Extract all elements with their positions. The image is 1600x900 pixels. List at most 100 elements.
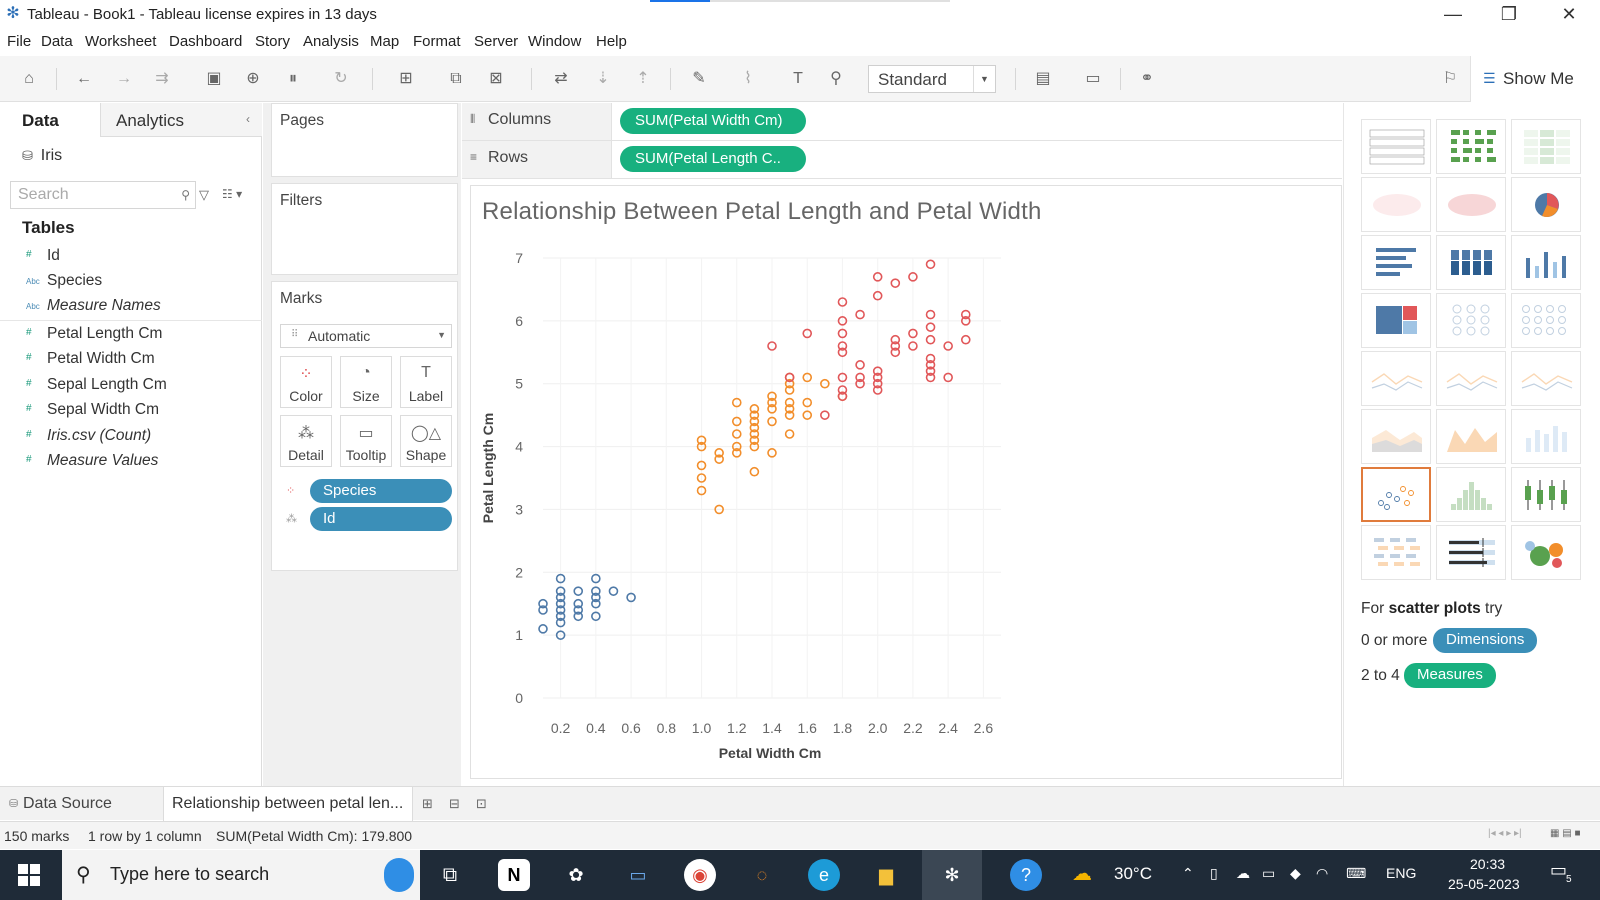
show-me-lines-continuous[interactable] [1361,351,1431,406]
data-point[interactable] [784,372,795,383]
marks-pill-id[interactable]: ⁂ Id [280,507,460,531]
data-point[interactable] [943,341,953,351]
marks-type-select[interactable]: ⠿ Automatic ▼ [280,324,452,348]
data-point[interactable] [696,460,707,471]
task-view-icon[interactable]: ⧉ [442,864,458,886]
data-point[interactable] [538,598,548,609]
data-point[interactable] [731,397,742,408]
data-point[interactable] [749,404,760,414]
data-point[interactable] [872,372,883,383]
weather-temp[interactable]: 30°C [1114,864,1152,883]
restore-button[interactable]: ❐ [1500,4,1518,24]
show-me-lines-discrete[interactable] [1436,351,1506,406]
rows-pill[interactable]: SUM(Petal Length C.. [620,146,806,172]
data-point[interactable] [767,397,777,408]
data-point[interactable] [802,410,813,420]
data-point[interactable] [960,334,971,345]
data-point[interactable] [749,422,760,433]
show-me-dual-combination[interactable] [1511,409,1581,464]
data-point[interactable] [714,504,724,515]
show-cards-icon[interactable]: ▤ [1035,70,1051,87]
filter-icon[interactable]: ▽ [199,187,209,202]
field-petal-length[interactable]: # Petal Length Cm [26,325,163,342]
show-me-highlight-table[interactable] [1511,119,1581,174]
data-point[interactable] [802,372,813,383]
data-point[interactable] [714,448,724,458]
data-point[interactable] [626,592,636,603]
format-painter-icon[interactable]: ⚐ [1442,70,1458,87]
show-me-button[interactable]: ☰ Show Me [1470,56,1600,102]
data-point[interactable] [837,328,848,339]
notion-icon[interactable]: N [498,859,530,891]
menu-window[interactable]: Window [528,33,582,50]
data-point[interactable] [837,385,848,395]
laptop-app-icon[interactable]: ▭ [629,865,647,885]
data-point[interactable] [555,617,566,628]
data-point[interactable] [591,611,601,622]
wifi-icon[interactable]: ◠ [1316,865,1329,881]
windows-start-icon[interactable] [18,864,40,886]
data-point[interactable] [784,385,795,395]
collapse-pane-icon[interactable]: ‹ [246,112,250,126]
field-sepal-length[interactable]: # Sepal Length Cm [26,376,167,393]
data-point[interactable] [872,378,883,389]
data-point[interactable] [960,309,971,320]
show-me-symbol-map[interactable] [1361,177,1431,232]
show-me-packed-bubbles[interactable] [1511,525,1581,580]
data-point[interactable] [573,598,584,609]
menu-map[interactable]: Map [370,33,400,50]
data-point[interactable] [767,448,777,458]
data-point[interactable] [555,605,566,615]
show-me-side-by-side-bars[interactable] [1511,235,1581,290]
show-me-histogram[interactable] [1436,467,1506,522]
data-point[interactable] [890,341,901,351]
show-me-heat-map[interactable] [1436,119,1506,174]
data-point[interactable] [855,372,865,383]
data-point[interactable] [925,334,936,345]
swap-icon[interactable]: ⇄ [554,70,568,87]
scatter-plot[interactable]: 0 1 2 3 4 5 6 7 0.2 0.4 0.6 0.8 1.0 1.2 1.4 1.6 1.8 2.0 2.… [471,186,1343,780]
highlight-icon[interactable]: ✎ [692,70,706,87]
chrome-icon[interactable]: ◉ [684,859,716,891]
data-point[interactable] [767,416,777,427]
show-me-treemap[interactable] [1361,293,1431,348]
keyboard-icon[interactable]: ⌨ [1346,865,1367,881]
menu-dashboard[interactable]: Dashboard [169,33,243,50]
columns-pill[interactable]: SUM(Petal Width Cm) [620,108,806,134]
detail-button[interactable]: ⁂ Detail [280,415,332,467]
show-me-area-continuous[interactable] [1361,409,1431,464]
weather-icon[interactable]: ☁ [1072,863,1092,885]
tab-analytics[interactable]: Analytics [100,103,262,137]
data-point[interactable] [925,259,936,270]
paint-icon[interactable]: ✿ [568,865,584,885]
clock-date[interactable]: 25-05-2023 [1448,876,1520,892]
data-point[interactable] [890,278,901,288]
data-point[interactable] [696,435,707,446]
menu-server[interactable]: Server [474,33,519,50]
data-point[interactable] [555,630,566,640]
menu-worksheet[interactable]: Worksheet [85,33,157,50]
data-point[interactable] [591,573,601,584]
data-point[interactable] [908,272,918,282]
data-point[interactable] [696,485,707,496]
chevron-up-icon[interactable]: ⌃ [1182,865,1194,881]
sheet-nav-icon[interactable]: |◂ ◂ ▸ ▸| [1488,828,1522,839]
data-point[interactable] [837,347,848,358]
sort-asc-icon[interactable]: ⇣ [596,70,610,87]
show-me-dual-lines[interactable] [1511,351,1581,406]
menu-analysis[interactable]: Analysis [303,33,359,50]
field-measure-values[interactable]: # Measure Values [26,452,159,469]
menu-help[interactable]: Help [596,33,627,50]
data-point[interactable] [555,586,566,596]
tab-data-source[interactable]: ⛁ Data Source [9,795,112,812]
show-me-bullet-graph[interactable] [1436,525,1506,580]
dropbox-icon[interactable]: ◆ [1290,865,1301,881]
data-point[interactable] [731,441,742,452]
search-box[interactable]: ⚲ [10,181,196,209]
labels-icon[interactable]: T [793,70,803,87]
data-point[interactable] [872,366,883,376]
share-icon[interactable]: ⚭ [1140,70,1154,87]
help-icon[interactable]: ? [1010,859,1042,891]
data-point[interactable] [555,611,566,622]
sheet-view-icon[interactable]: ▦ ▤ ■ [1550,828,1581,839]
